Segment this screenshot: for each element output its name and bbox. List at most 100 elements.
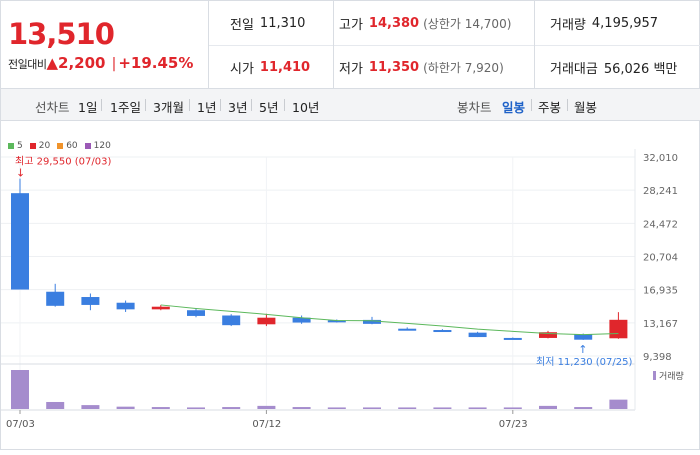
period-3y-button[interactable]: 3년 <box>228 100 248 115</box>
high-cell: 고가 14,380 (상한가 14,700) <box>339 1 511 45</box>
weekly-candle-button[interactable]: 주봉 <box>538 100 562 115</box>
legend-ma20: 20 <box>29 141 50 151</box>
y-tick-label: 32,010 <box>643 153 678 164</box>
legend-ma5-label: 5 <box>17 141 23 151</box>
down-arrow-icon: ↓ <box>16 167 25 180</box>
toolbar-divider <box>189 99 190 111</box>
candle-body <box>433 330 452 333</box>
price-change: 전일대비▲2,200 | +19.45% <box>8 54 193 72</box>
high-annotation: 최고 29,550 (07/03) <box>15 156 111 168</box>
volume-bar <box>116 406 135 409</box>
volume-bar <box>151 407 170 409</box>
change-label: 전일대비 <box>8 58 47 71</box>
candle-body <box>327 320 346 323</box>
volume-bar <box>81 405 100 409</box>
candle-body <box>292 317 311 323</box>
volume-cell: 거래량 4,195,957 <box>550 1 658 45</box>
legend-ma60-label: 60 <box>66 141 78 151</box>
volume-bar <box>257 405 276 409</box>
legend-ma60: 60 <box>57 141 78 151</box>
header-col-divider <box>333 1 334 89</box>
high-label: 고가 <box>339 17 363 33</box>
period-10y-button[interactable]: 10년 <box>292 100 320 115</box>
volume-bar <box>327 407 346 409</box>
candle-body <box>574 334 593 340</box>
legend-ma5: 5 <box>8 141 23 151</box>
lower-limit: (하한가 7,920) <box>423 60 504 75</box>
prev-close-value: 11,310 <box>259 15 306 31</box>
low-value: 11,350 <box>368 59 420 75</box>
toolbar-divider <box>101 99 102 111</box>
toolbar-divider <box>567 99 568 111</box>
quote-header: 13,510 전일대비▲2,200 | +19.45% 전일 11,310 시가 … <box>1 1 700 89</box>
change-value: 2,200 <box>58 54 106 72</box>
period-5y-button[interactable]: 5년 <box>259 100 279 115</box>
period-1y-button[interactable]: 1년 <box>197 100 217 115</box>
candle-body <box>187 310 205 316</box>
candle-body <box>257 317 276 325</box>
header-col-divider <box>534 1 535 89</box>
monthly-candle-button[interactable]: 월봉 <box>574 100 598 115</box>
period-1d-button[interactable]: 1일 <box>78 100 98 115</box>
y-tick-label: 9,398 <box>643 352 672 363</box>
change-rate: +19.45% <box>118 54 194 72</box>
price-chart[interactable]: 5 20 60 120 32,010 28,241 24,472 20,704 16,9… <box>1 121 700 451</box>
change-separator: | <box>111 56 117 72</box>
daily-candle-button[interactable]: 일봉 <box>502 100 526 115</box>
volume-bar <box>292 407 311 409</box>
amount-cell: 거래대금 56,026 백만 <box>550 45 677 89</box>
candle-body <box>468 332 487 338</box>
x-tick-label: 07/03 <box>6 419 35 430</box>
prev-close-label: 전일 <box>230 17 254 33</box>
period-3m-button[interactable]: 3개월 <box>153 100 184 115</box>
candle-body <box>222 315 241 326</box>
y-tick-label: 20,704 <box>643 253 678 264</box>
volume-bar <box>433 407 452 409</box>
header-row-divider <box>209 45 700 46</box>
candlestick-chart-svg: 32,010 28,241 24,472 20,704 16,935 13,167 9,39… <box>1 149 684 430</box>
candle-body <box>503 337 522 340</box>
volume-bar <box>187 407 205 409</box>
volume-bar <box>398 407 417 409</box>
chart-toolbar: 선차트 1일 1주일 3개월 1년 3년 5년 10년 봉차트 일봉 주봉 월봉 <box>1 89 700 121</box>
upper-limit: (상한가 14,700) <box>423 16 512 31</box>
ma20-swatch-icon <box>29 143 36 149</box>
current-price-box: 13,510 전일대비▲2,200 | +19.45% <box>1 1 209 89</box>
amount-label: 거래대금 <box>550 61 598 77</box>
period-1w-button[interactable]: 1주일 <box>110 100 141 115</box>
high-value: 14,380 <box>368 15 420 31</box>
ma5-line <box>160 304 619 336</box>
volume-legend-swatch-icon <box>653 371 656 380</box>
y-tick-label: 24,472 <box>643 219 678 230</box>
volume-legend-label: 거래량 <box>659 370 684 382</box>
open-value: 11,410 <box>259 59 311 75</box>
volume-bar <box>222 407 241 409</box>
toolbar-divider <box>284 99 285 111</box>
volume-bar <box>539 405 557 409</box>
toolbar-divider <box>531 99 532 111</box>
open-cell: 시가 11,410 <box>230 45 310 89</box>
prev-close-cell: 전일 11,310 <box>230 1 305 45</box>
candle-body <box>398 328 417 331</box>
volume-label: 거래량 <box>550 17 586 33</box>
volume-bar <box>503 407 522 409</box>
candle-body <box>609 319 628 339</box>
up-arrow-icon: ↑ <box>578 343 587 356</box>
low-cell: 저가 11,350 (하한가 7,920) <box>339 45 504 89</box>
open-label: 시가 <box>230 61 254 77</box>
legend-ma120-label: 120 <box>93 141 111 151</box>
y-tick-label: 16,935 <box>643 286 678 297</box>
candle-body <box>11 193 29 290</box>
candle-body <box>116 302 135 310</box>
candle-chart-label: 봉차트 <box>457 100 492 115</box>
line-chart-label: 선차트 <box>35 100 70 115</box>
up-arrow-icon: ▲ <box>46 54 59 72</box>
candle-body <box>151 306 170 310</box>
legend-ma120: 120 <box>84 141 111 151</box>
volume-bar <box>11 370 29 409</box>
candle-body <box>363 319 381 324</box>
toolbar-divider <box>220 99 221 111</box>
current-price: 13,510 <box>8 17 115 51</box>
candle-body <box>46 291 65 306</box>
